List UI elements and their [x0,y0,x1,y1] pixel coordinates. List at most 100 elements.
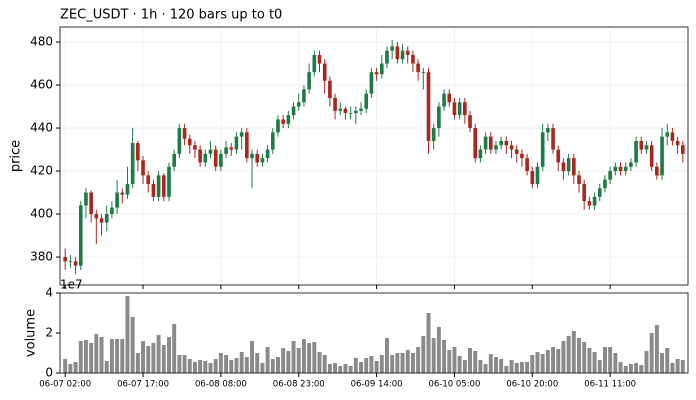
volume-bar [369,356,374,373]
candle-body [447,93,452,103]
candle-body [572,158,576,176]
volume-bar [452,347,457,373]
candle-body [680,145,685,154]
volume-bar [540,354,545,373]
candle-body [400,50,405,60]
volume-bar [670,363,675,373]
candle-body [307,72,311,90]
volume-bar [639,365,644,373]
candle-body [359,108,363,111]
candle-body [665,132,670,137]
volume-bar [436,327,441,373]
volume-bar [634,363,639,373]
volume-bar [120,339,125,373]
volume-bar [680,360,685,373]
candle-body [125,183,130,195]
volume-bar [63,359,68,373]
x-tick-label: 06-08 23:00 [273,380,325,390]
volume-bar [68,364,73,373]
volume-bar [291,341,296,373]
candle-body [525,158,529,172]
candle-body [540,132,545,167]
candle-body [270,132,275,150]
volume-bar [400,353,405,373]
volume-bar [410,353,415,373]
volume-bar [608,347,613,373]
volume-bar [654,325,659,373]
volume-bar [374,361,379,373]
candle-body [587,201,592,206]
candle-body [115,192,119,208]
volume-bar [556,349,561,373]
candle-body [385,50,389,64]
candle-body [328,80,332,98]
volume-bar [649,333,654,373]
volume-bar [577,338,581,373]
candle-body [348,113,353,114]
volume-bar [250,341,255,373]
volume-bar [317,352,322,373]
candle-body [302,89,306,103]
candle-body [343,108,348,113]
volume-bar [83,340,88,373]
volume-bar [182,355,187,373]
volume-bar [104,361,109,373]
candle-body [649,145,654,167]
candle-body [177,128,182,154]
candle-body [84,192,88,206]
candle-body [255,153,260,163]
plot-frame [59,292,689,374]
volume-bar [457,356,462,373]
candle-body [312,54,317,73]
candle-body [660,136,664,176]
volume-bar [535,352,540,373]
volume-bar [623,366,628,373]
volume-bar [203,361,208,373]
candle-body [250,153,254,159]
candle-body [473,128,478,159]
volume-bar [115,339,120,373]
candle-body [405,50,410,55]
volume-bar [156,335,161,373]
candle-body [390,46,394,51]
volume-bar [151,343,156,373]
volume-bar [571,331,576,373]
volume-bar [473,351,478,373]
volume-bar [364,358,369,373]
candle-body [354,110,358,113]
volume-bar [239,352,244,373]
candle-body [146,175,151,184]
y-tick-label: 460 [30,78,53,92]
candle-body [546,128,550,133]
candle-body [644,145,649,150]
volume-bar [509,360,514,373]
candle-body [239,132,244,137]
plot-frame [59,26,689,286]
volume-bar [390,355,395,373]
volume-bar [530,355,535,373]
candle-body [613,166,618,172]
volume-bar [416,347,421,373]
volume-bar [343,364,348,373]
candle-body [317,54,322,64]
volume-bar [130,317,135,373]
volume-bar [286,351,291,373]
candle-body [156,175,161,197]
volume-bar [301,339,306,373]
candle-body [535,166,540,184]
y-tick-label: 2 [45,326,53,340]
candle-body [110,207,114,215]
candle-body [499,140,503,146]
candle-body [234,136,239,150]
volume-bar [125,296,130,373]
candle-body [675,140,680,146]
candle-body [219,153,223,167]
candle-body [136,143,140,161]
volume-bar [161,345,166,373]
volume-bar [73,362,78,373]
volume-bar [348,366,353,373]
candle-body [369,72,374,94]
candle-body [374,72,379,75]
volume-bar [582,342,587,373]
